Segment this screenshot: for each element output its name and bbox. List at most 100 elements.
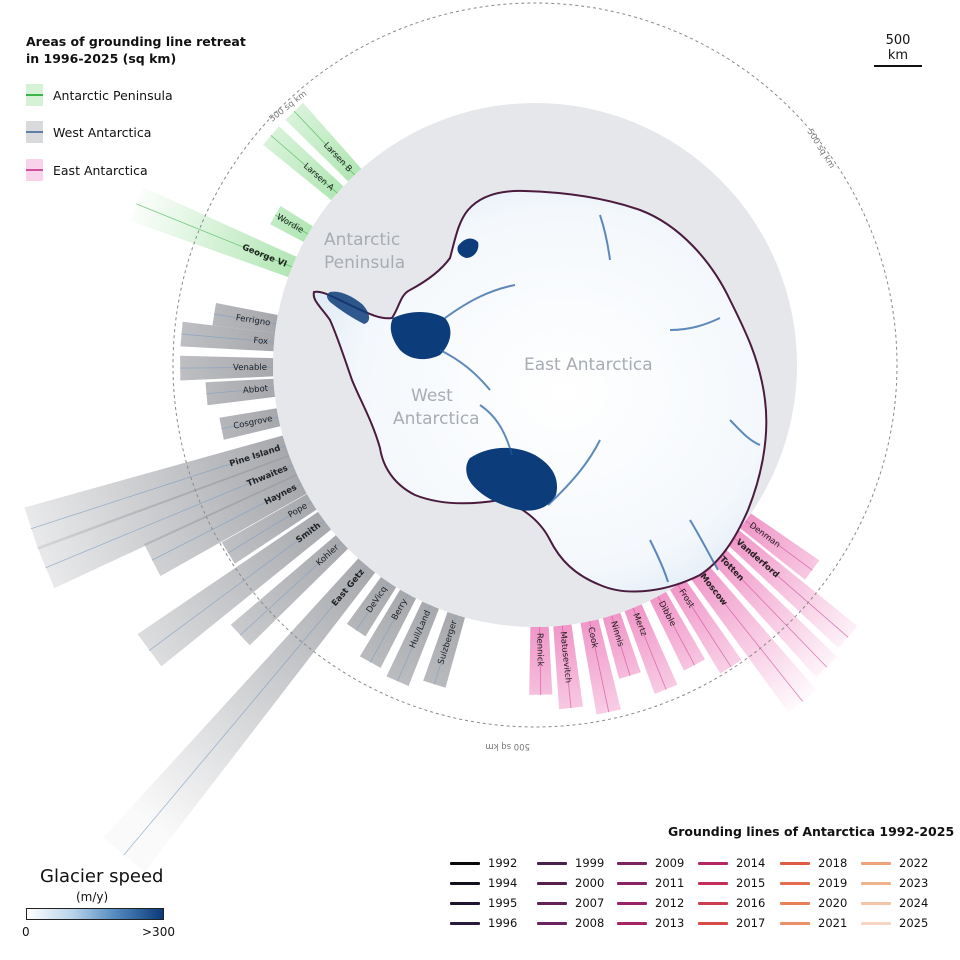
speed-min-label: 0 [22, 925, 30, 939]
grounding-line-year: 1996 [488, 916, 518, 930]
speed-legend-unit: (m/y) [76, 890, 109, 904]
grounding-line-year: 2000 [575, 876, 605, 890]
retreat-bar [144, 474, 307, 577]
retreat-bar-centerline [745, 520, 813, 571]
retreat-bar-centerline [732, 536, 849, 638]
peninsula-swatch [26, 84, 43, 106]
amery-ice-shelf [457, 238, 479, 258]
west-swatch [26, 121, 43, 143]
grounding-line-legend-item: 2021 [780, 915, 847, 931]
grounding-line-legend-item: 2014 [698, 855, 765, 871]
grounding-line-legend-item: 2011 [617, 875, 684, 891]
east-antarctica-label: East Antarctica [524, 355, 653, 375]
grounding-line-year: 2008 [575, 916, 605, 930]
grounding-line-swatch [617, 901, 647, 905]
retreat-bar [24, 435, 290, 550]
retreat-bar-centerline [611, 615, 631, 676]
grounding-line-legend-item: 2013 [617, 915, 684, 931]
grounding-line-swatch [780, 861, 810, 865]
peninsula-label-2: Peninsula [324, 253, 405, 273]
grounding-line-swatch [617, 881, 647, 885]
map-region-labels: Antarctic Peninsula West Antarctica East… [324, 230, 653, 429]
retreat-bar [37, 455, 298, 589]
grounding-line-legend-item: 2017 [698, 915, 765, 931]
retreat-bar-centerline [716, 553, 828, 668]
grounding-line-year: 2018 [818, 856, 848, 870]
retreat-bar-centerline [148, 520, 325, 651]
retreat-bar-centerline [136, 203, 293, 268]
retreat-bar-centerline [632, 607, 667, 690]
grounding-line-swatch [698, 861, 728, 865]
grounding-line-swatch [780, 881, 810, 885]
glacier-label: Fox [253, 336, 268, 347]
grounding-line-swatch [450, 861, 480, 865]
retreat-bar-centerline [213, 313, 277, 325]
grounding-line-year: 2019 [818, 876, 848, 890]
grounding-line-swatch [780, 921, 810, 925]
grounding-line-legend-item: 2020 [780, 895, 847, 911]
grounding-line-year: 2017 [736, 916, 766, 930]
grounding-line-legend-item: 2018 [780, 855, 847, 871]
retreat-bar-centerline [397, 605, 431, 682]
ross-ice-shelf [390, 312, 451, 360]
retreat-bar-centerline [697, 569, 803, 702]
retreat-bar-centerline [227, 501, 312, 554]
grounding-line-legend-item: 2000 [537, 875, 604, 891]
grounding-line-year: 2013 [655, 916, 685, 930]
grounding-line-year: 2016 [736, 896, 766, 910]
grounding-line-swatch [450, 921, 480, 925]
scale-bar: 500 km [874, 33, 922, 67]
grounding-line-swatch [698, 901, 728, 905]
ring-label-s: 500 sq km [485, 741, 530, 751]
retreat-bar-centerline [433, 614, 457, 685]
retreat-bar-centerline [30, 445, 286, 530]
retreat-bar [386, 601, 439, 686]
retreat-bar [221, 494, 317, 564]
retreat-bar [624, 604, 678, 694]
grounding-line-swatch [861, 921, 891, 925]
grounding-line-year: 2014 [736, 856, 766, 870]
grounding-line-legend-item: 2022 [861, 855, 928, 871]
grounding-line-year: 1995 [488, 896, 518, 910]
retreat-bar-centerline [151, 483, 302, 561]
retreat-bar-centerline [270, 135, 338, 194]
retreat-bar [602, 612, 641, 679]
grounding-line-legend-item: 1999 [537, 855, 604, 871]
retreat-bar [359, 589, 417, 668]
grounding-line-swatch [617, 861, 647, 865]
retreat-bar [129, 187, 297, 278]
retreat-bar [689, 563, 817, 713]
scale-bar-label: 500 km [885, 33, 911, 63]
grounding-line-legend-item: 2009 [617, 855, 684, 871]
retreat-bar-centerline [589, 621, 610, 713]
retreat-bar [212, 303, 278, 334]
grounding-line-legend-item: 2024 [861, 895, 928, 911]
retreat-bar-centerline [123, 565, 367, 856]
grounding-line-year: 2011 [655, 876, 685, 890]
peninsula-coast [327, 291, 370, 324]
glacier-label: Cook [585, 626, 599, 649]
retreat-bar-centerline [221, 416, 279, 430]
retreat-bar [529, 626, 553, 695]
retreat-bar-centerline [561, 625, 572, 709]
grounding-line-legend-item: 1992 [450, 855, 517, 871]
retreat-bar [180, 321, 275, 352]
grounding-line-year: 1999 [575, 856, 605, 870]
grounding-line-swatch [780, 901, 810, 905]
grounding-line-legend-item: 1995 [450, 895, 517, 911]
grounding-line-legend-item: 1996 [450, 915, 517, 931]
speed-colorbar [26, 908, 164, 920]
glacier-label: Abbot [243, 384, 270, 396]
grounding-line-legend-item: 2016 [698, 895, 765, 911]
retreat-bar-centerline [657, 596, 695, 666]
retreat-bar-centerline [180, 366, 274, 369]
legend-label: West Antarctica [53, 124, 152, 140]
ring-label-ne: 500 sq km [804, 127, 836, 170]
grounding-line-year: 2012 [655, 896, 685, 910]
grounding-line-year: 2007 [575, 896, 605, 910]
reference-ring [172, 2, 898, 728]
retreat-bar-centerline [206, 387, 275, 395]
grounding-line-year: 2022 [899, 856, 929, 870]
grounding-line-year: 2015 [736, 876, 766, 890]
